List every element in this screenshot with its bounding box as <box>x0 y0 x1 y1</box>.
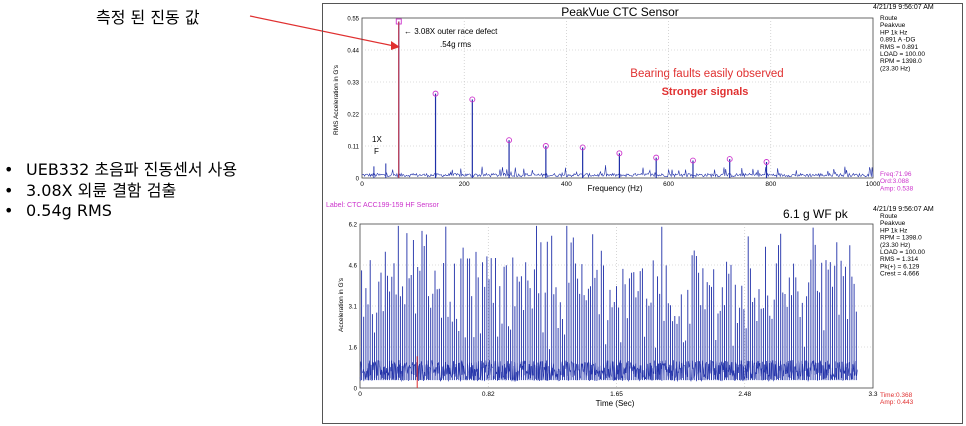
annotation-faults: Bearing faults easily observed <box>630 68 783 80</box>
waveform-info-line: RPM = 1398.0 <box>880 235 922 242</box>
spectrum-x-tick: 0 <box>360 181 364 188</box>
waveform-x-tick: 1.65 <box>610 391 623 398</box>
bullet-item-3: • 0.54g RMS <box>4 201 112 220</box>
spectrum-x-tick: 600 <box>663 181 674 188</box>
bullet-text-1: UEB332 초음파 진동센서 사용 <box>26 160 238 179</box>
waveform-y-label: Acceleration in G's <box>338 277 345 332</box>
spectrum-x-tick: 200 <box>459 181 470 188</box>
bullet-item-2: • 3.08X 외륜 결함 검출 <box>4 180 177 200</box>
waveform-info-line: Pk(+) = 6.129 <box>880 263 920 270</box>
waveform-timestamp: 4/21/19 9:56:07 AM <box>873 206 934 213</box>
annotation-f: F <box>374 147 379 156</box>
callout-label: 측정 된 진동 값 <box>96 8 200 27</box>
spectrum-info-line: Route <box>880 15 898 22</box>
spectrum-cursor-info-line: Freq:71.96 <box>880 171 912 178</box>
spectrum-y-tick: 0.33 <box>347 81 359 87</box>
spectrum-noise-line <box>361 165 874 178</box>
spectrum-info-line: 0.891 A -DG <box>880 37 915 44</box>
harmonic-marker <box>432 90 439 97</box>
waveform-cursor-info-line: Time:0.368 <box>880 392 913 399</box>
spectrum-y-tick: 0.55 <box>347 17 359 23</box>
bullet-list: • UEB332 초음파 진동센서 사용 • 3.08X 외륜 결함 검출 • 0.5… <box>4 160 237 222</box>
waveform-x-tick: 0.82 <box>482 391 495 398</box>
waveform-x-tick: 0 <box>358 391 362 398</box>
waveform-info-line: Route <box>880 213 898 220</box>
spectrum-x-tick: 400 <box>561 181 572 188</box>
bullet-text-2: 3.08X 외륜 결함 검출 <box>26 180 177 200</box>
harmonic-marker <box>469 96 476 103</box>
bullet-text-3: 0.54g RMS <box>26 201 112 220</box>
harmonic-marker <box>726 156 733 163</box>
waveform-info-line: Crest = 4.666 <box>880 271 920 278</box>
spectrum-y-tick: 0.22 <box>347 113 359 119</box>
spectrum-cursor-info-line: Ord:3.088 <box>880 178 909 185</box>
harmonic-marker <box>506 137 513 144</box>
spectrum-plot-border <box>361 17 874 179</box>
waveform-x-tick: 3.3 <box>868 391 877 398</box>
waveform-x-tick: 2.48 <box>738 391 751 398</box>
annotation-outer-race: ← 3.08X outer race defect <box>404 27 498 36</box>
waveform-info-line: (23.30 Hz) <box>880 242 910 249</box>
waveform-y-tick: 4.6 <box>349 264 358 270</box>
spectrum-x-tick: 1000 <box>866 181 881 188</box>
spectrum-x-label: Frequency (Hz) <box>587 184 642 193</box>
waveform-label: Label: CTC ACC199-159 HF Sensor <box>326 202 439 209</box>
spectrum-y-label: RMS Acceleration in G's <box>333 64 340 135</box>
spectrum-y-tick: 0.44 <box>347 49 359 55</box>
bullet-item-1: • UEB332 초음파 진동센서 사용 <box>4 160 238 179</box>
waveform-y-tick: 0 <box>354 387 358 393</box>
spectrum-y-tick: 0.11 <box>348 145 360 151</box>
spectrum-cursor-info-line: Amp: 0.538 <box>880 185 914 192</box>
waveform-x-label: Time (Sec) <box>596 399 635 408</box>
waveform-info-line: RMS = 1.314 <box>880 256 919 263</box>
waveform-y-tick: 1.6 <box>349 346 358 352</box>
waveform-impact-spikes <box>361 225 857 381</box>
spectrum-info-line: RMS = 0.891 <box>880 44 919 51</box>
spectrum-timestamp: 4/21/19 9:56:07 AM <box>873 4 934 11</box>
harmonic-marker <box>579 144 586 151</box>
spectrum-info-line: Peakvue <box>880 22 906 29</box>
spectrum-x-tick: 800 <box>765 181 776 188</box>
spectrum-info-line: (23.30 Hz) <box>880 65 910 72</box>
waveform-y-tick: 3.1 <box>349 305 358 311</box>
annotation-1x: 1X <box>372 135 382 144</box>
waveform-note: 6.1 g WF pk <box>783 207 849 221</box>
waveform-info-line: HP 1k Hz <box>880 227 907 234</box>
spectrum-info-line: HP 1k Hz <box>880 29 907 36</box>
waveform-cursor-info-line: Amp: 0.443 <box>880 399 914 406</box>
harmonic-marker <box>542 143 549 149</box>
annotation-stronger: Stronger signals <box>662 86 749 98</box>
waveform-info-line: LOAD = 100.00 <box>880 249 925 256</box>
waveform-y-tick: 6.2 <box>349 223 358 229</box>
chart-frame <box>322 3 963 424</box>
spectrum-y-tick: 0 <box>356 177 360 183</box>
harmonic-marker <box>653 154 660 161</box>
waveform-info-line: Peakvue <box>880 220 906 227</box>
harmonic-marker <box>763 159 770 165</box>
harmonic-marker <box>690 157 696 164</box>
spectrum-info-line: LOAD = 100.00 <box>880 51 925 58</box>
spectrum-info-line: RPM = 1398.0 <box>880 58 922 65</box>
harmonic-marker <box>616 150 623 157</box>
spectrum-title: PeakVue CTC Sensor <box>561 5 679 19</box>
annotation-rms: .54g rms <box>440 40 471 49</box>
